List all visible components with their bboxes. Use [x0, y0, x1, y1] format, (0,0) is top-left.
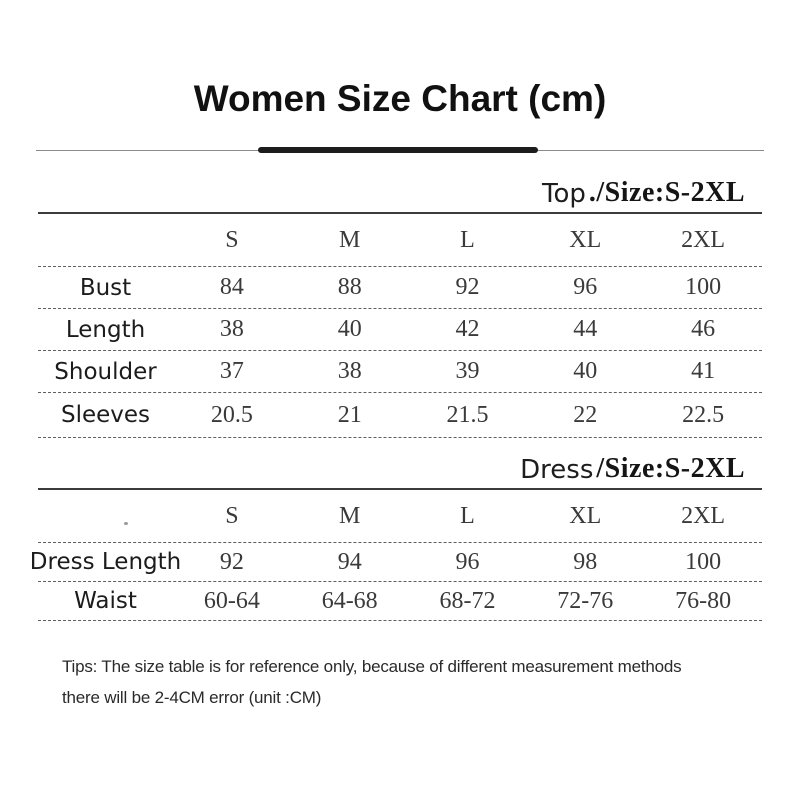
size-value: 64-68: [321, 587, 378, 614]
size-value: 37: [219, 358, 244, 384]
size-value: 38: [337, 358, 362, 384]
title-underline-accent-bar: [258, 147, 538, 153]
size-value: 22: [573, 401, 598, 428]
size-value: 98: [573, 548, 598, 575]
size-value: 21.5: [446, 401, 489, 428]
row-label: Bust: [79, 274, 132, 301]
table-row: Sleeves 20.5 21 21.5 22 22.5: [38, 393, 762, 438]
section-heading-category: Top: [542, 179, 586, 209]
column-header: L: [460, 502, 475, 529]
size-value: 96: [455, 548, 480, 575]
section-heading: Top ./Size:S-2XL: [38, 165, 762, 212]
size-value: 38: [219, 316, 244, 342]
table-row: Waist 60-64 64-68 68-72 72-76 76-80: [38, 582, 762, 621]
size-value: 92: [219, 548, 244, 575]
size-value: 100: [685, 274, 722, 300]
size-value: 20.5: [210, 401, 253, 428]
table-row: Length 38 40 42 44 46: [38, 309, 762, 351]
section-top: Top ./Size:S-2XL S M L XL 2XL Bust 84 88 92 96 100 Le…: [38, 165, 762, 438]
size-value: 41: [691, 358, 716, 384]
page-title: Women Size Chart (cm): [193, 78, 607, 119]
size-value: 40: [573, 358, 598, 384]
table-row: Dress Length 92 94 96 98 100: [29, 543, 762, 582]
size-table: S M L XL 2XL Dress Length 92 94 96 98 100 Waist 60-6…: [29, 490, 762, 621]
size-value: 84: [219, 274, 244, 300]
row-label: Sleeves: [60, 402, 151, 428]
size-value: 92: [455, 274, 480, 300]
size-value: 100: [685, 548, 722, 575]
section-heading: Dress/Size:S-2XL: [38, 443, 762, 488]
section-heading-category: Dress: [520, 455, 594, 485]
row-label: Waist: [74, 588, 137, 614]
column-header: M: [339, 226, 361, 253]
row-label: Dress Length: [29, 549, 182, 575]
section-divider: [38, 488, 762, 490]
size-value: 96: [573, 274, 598, 300]
size-value: 94: [337, 548, 362, 575]
column-header: S: [225, 502, 239, 529]
row-label: Length: [65, 316, 146, 343]
tips-line-2: there will be 2-4CM error (unit :CM): [62, 688, 322, 707]
column-header: S: [225, 226, 239, 253]
table-corner-cell: [38, 490, 173, 542]
section-heading-size-range: ./Size:S-2XL: [588, 177, 745, 208]
print-speck: [124, 522, 128, 525]
section-dress: Dress/Size:S-2XL S M L XL 2XL Dress Length 92 94…: [29, 443, 762, 621]
size-value: 40: [337, 316, 362, 342]
table-header-row: S M L XL 2XL: [38, 214, 762, 267]
table-row: Shoulder 37 38 39 40 41: [38, 351, 762, 393]
table-corner-cell: [38, 214, 173, 266]
size-value: 46: [691, 316, 716, 342]
size-value: 39: [455, 358, 480, 384]
section-heading-size-range: /Size:S-2XL: [596, 453, 745, 484]
column-header: 2XL: [681, 502, 726, 529]
size-table: S M L XL 2XL Bust 84 88 92 96 100 Length 38 40 42 44 46 S…: [38, 214, 762, 438]
column-header: M: [339, 502, 361, 529]
size-value: 42: [455, 316, 480, 342]
size-value: 44: [573, 316, 598, 342]
size-value: 68-72: [439, 587, 496, 614]
column-header: 2XL: [681, 226, 726, 253]
size-value: 72-76: [557, 587, 614, 614]
row-label: Shoulder: [54, 358, 157, 385]
size-value: 60-64: [203, 587, 260, 614]
title-underline: [36, 147, 764, 154]
table-row: Bust 84 88 92 96 100: [38, 267, 762, 309]
size-value: 76-80: [675, 587, 732, 614]
column-header: XL: [569, 226, 602, 253]
size-value: 22.5: [682, 401, 725, 428]
size-value: 21: [337, 401, 362, 428]
column-header: L: [460, 226, 475, 253]
tips-note: Tips: The size table is for reference on…: [62, 651, 682, 713]
tips-line-1: Tips: The size table is for reference on…: [62, 657, 682, 676]
size-value: 88: [337, 274, 362, 300]
section-divider: [38, 212, 762, 214]
column-header: XL: [569, 502, 602, 529]
table-header-row: S M L XL 2XL: [38, 490, 762, 543]
